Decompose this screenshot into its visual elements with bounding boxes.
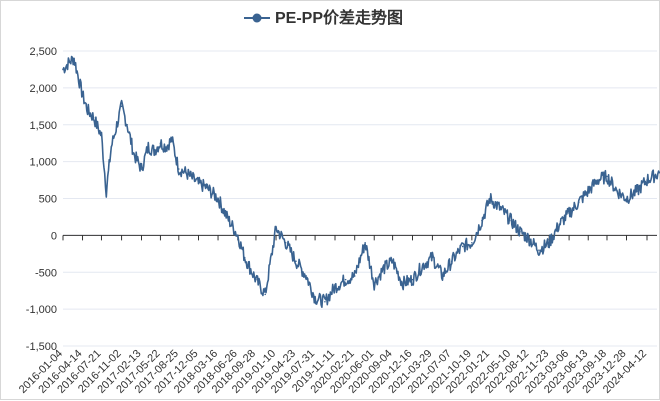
data-point	[243, 256, 246, 259]
y-tick-label: -500	[35, 267, 57, 279]
data-point	[159, 142, 162, 144]
legend-marker	[252, 13, 262, 23]
data-point	[519, 230, 521, 233]
data-point	[625, 197, 628, 200]
data-point	[353, 275, 356, 277]
data-point	[636, 190, 638, 192]
data-point	[373, 282, 376, 285]
data-point	[314, 297, 316, 299]
data-point	[364, 241, 366, 244]
data-point	[422, 264, 425, 266]
data-point	[81, 94, 84, 97]
data-point	[411, 278, 414, 281]
data-point	[382, 267, 385, 270]
data-point	[105, 190, 108, 192]
y-tick-label: 1,500	[29, 120, 57, 132]
data-point	[264, 293, 267, 296]
legend[interactable]: PE-PP价差走势图	[244, 8, 403, 27]
data-point	[558, 223, 561, 226]
data-point	[568, 212, 570, 215]
data-point	[471, 241, 473, 244]
data-point	[217, 197, 219, 200]
data-point	[489, 197, 491, 200]
data-point	[500, 208, 503, 211]
y-axis: 2,500 2,000 1,500 1,000 500 0 -500 -1,000 -1,500	[26, 46, 57, 353]
data-point	[577, 201, 580, 203]
data-point	[596, 179, 599, 181]
series-line[interactable]	[62, 55, 660, 308]
data-point	[431, 256, 434, 259]
data-point	[334, 286, 336, 288]
data-point	[226, 216, 228, 218]
data-point	[153, 149, 156, 152]
y-tick-label: 2,000	[29, 83, 57, 95]
data-point	[205, 186, 208, 189]
data-point	[86, 109, 89, 111]
data-point	[100, 135, 103, 137]
data-point	[616, 190, 619, 192]
x-axis: 2016-01-042016-04-142016-07-212016-11-02…	[17, 234, 657, 396]
data-point	[510, 219, 512, 222]
data-point	[133, 153, 135, 156]
data-point	[177, 168, 180, 170]
legend-label: PE-PP价差走势图	[275, 8, 403, 27]
data-point	[275, 227, 277, 229]
data-point	[528, 238, 531, 240]
data-point	[295, 260, 297, 262]
data-point	[92, 116, 95, 119]
data-point	[197, 182, 200, 185]
data-point	[62, 68, 64, 71]
data-point	[391, 260, 394, 262]
data-point	[185, 171, 187, 174]
data-point	[305, 275, 307, 277]
y-tick-label: 0	[51, 230, 57, 242]
data-point	[68, 61, 70, 63]
data-point	[147, 146, 150, 148]
data-point	[606, 175, 608, 178]
data-point	[344, 278, 347, 281]
data-point	[255, 278, 257, 281]
y-tick-label: -1,500	[26, 341, 57, 353]
data-point	[236, 234, 239, 237]
grid	[63, 50, 657, 347]
data-point	[140, 168, 143, 170]
data-point	[126, 123, 128, 126]
data-point	[284, 241, 287, 244]
data-point	[587, 190, 590, 192]
data-point	[481, 219, 483, 222]
plot-area	[62, 55, 660, 308]
y-tick-label: 1,000	[29, 157, 57, 169]
data-point	[171, 138, 173, 141]
data-point	[450, 260, 453, 262]
data-point	[73, 57, 75, 60]
data-point	[401, 282, 404, 285]
data-point	[548, 241, 550, 244]
data-point	[165, 146, 167, 148]
data-point	[120, 105, 123, 108]
data-point	[441, 275, 444, 277]
data-point	[461, 245, 464, 248]
data-point	[646, 179, 648, 181]
data-point	[324, 300, 326, 303]
y-tick-label: 2,500	[29, 46, 57, 58]
data-point	[110, 146, 113, 148]
y-tick-label: 500	[39, 194, 57, 206]
data-point	[538, 249, 540, 251]
y-tick-label: -1,000	[26, 304, 57, 316]
